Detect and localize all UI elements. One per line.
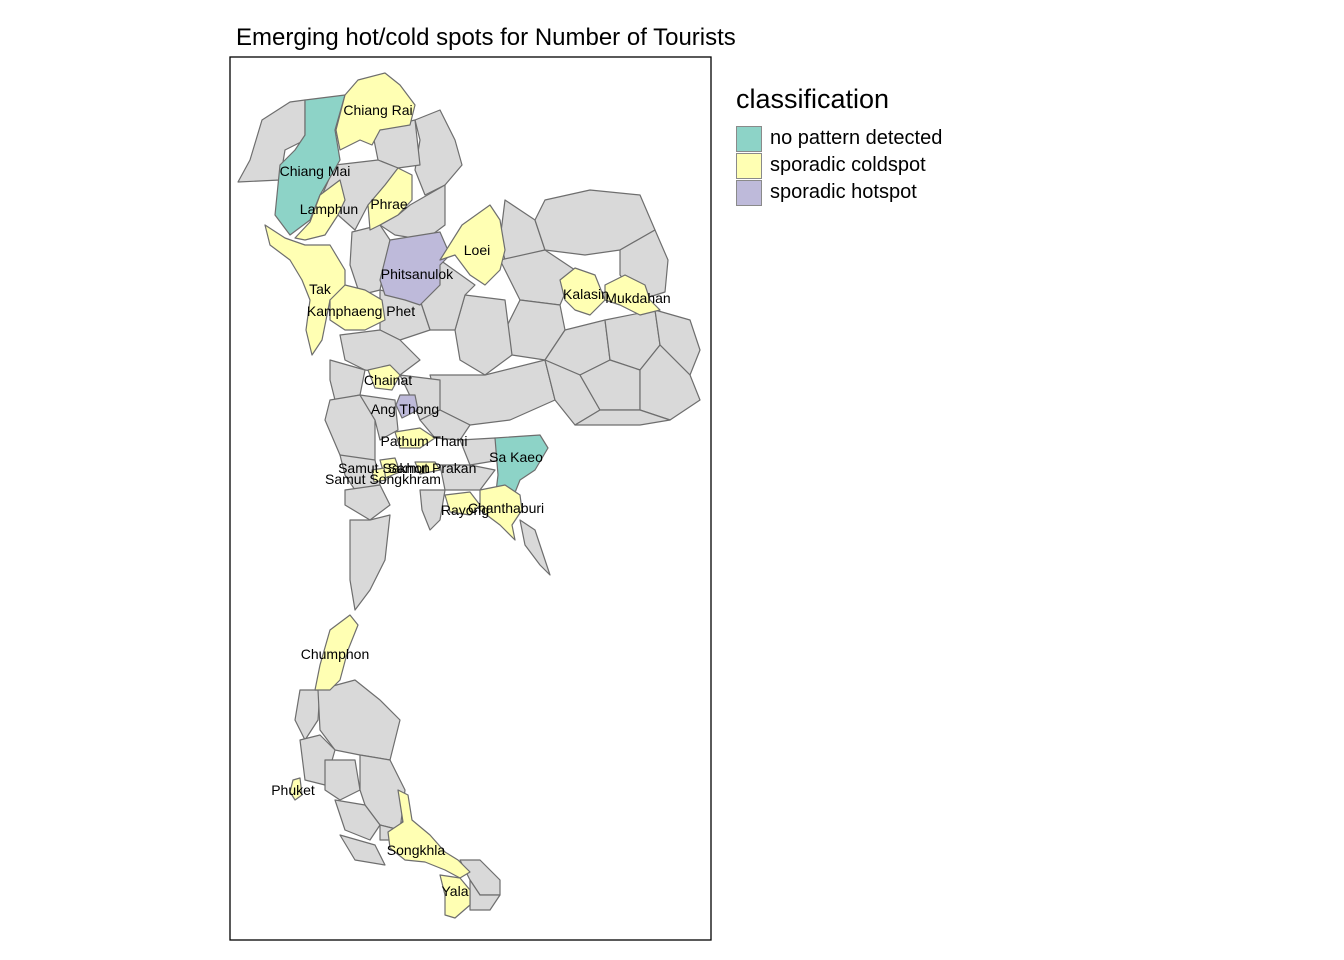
legend-swatch-no-pattern xyxy=(736,125,762,152)
legend-item-coldspot: sporadic coldspot xyxy=(736,152,942,179)
province-label-phuket: Phuket xyxy=(271,782,315,798)
province-label-chiang-mai: Chiang Mai xyxy=(280,163,351,179)
legend-title: classification xyxy=(736,84,890,114)
province-shape-chanthaburi xyxy=(479,484,523,541)
province-shape-kamphaeng-phet xyxy=(329,284,386,331)
province-phetchaburi xyxy=(344,484,391,521)
province-label-pathum-thani: Pathum Thani xyxy=(381,433,468,449)
province-shape-samut-songkhram xyxy=(371,467,387,483)
province-shape-samut-prakan xyxy=(414,461,441,475)
province-saraburi xyxy=(419,409,471,441)
province-label-songkhla: Songkhla xyxy=(387,842,446,858)
province-label-samut-songkhram: Samut Songkhram xyxy=(325,471,441,487)
province-label-yala: Yala xyxy=(442,883,469,899)
legend-swatch-hotspot xyxy=(736,179,762,206)
province-labels: Chiang Rai Chiang Mai Lamphun Phrae Loei Phit… xyxy=(271,102,670,899)
province-chachoengsao xyxy=(439,464,496,491)
legend-item-hotspot: sporadic hotspot xyxy=(736,179,942,206)
province-nakhon-sawan xyxy=(339,329,421,376)
province-label-samut-sakhon: Samut Sakhon xyxy=(338,460,430,476)
province-shape-mukdahan xyxy=(604,274,661,316)
province-label-chumphon: Chumphon xyxy=(301,646,370,662)
province-label-tak: Tak xyxy=(309,281,332,297)
province-shape-pathum-thani xyxy=(394,427,436,449)
province-label-phitsanulok: Phitsanulok xyxy=(381,266,454,282)
province-label-chiang-rai: Chiang Rai xyxy=(343,102,412,118)
province-suphanburi xyxy=(359,394,399,441)
classified-provinces xyxy=(264,72,661,919)
legend-swatch-coldspot xyxy=(736,152,762,179)
province-shape-kalasin xyxy=(559,267,606,316)
province-ranong xyxy=(294,689,321,741)
map-title: Emerging hot/cold spots for Number of To… xyxy=(236,24,736,51)
province-label-rayong: Rayong xyxy=(441,502,489,518)
province-trang xyxy=(334,799,381,841)
province-shape-chainat xyxy=(367,364,401,391)
province-prachuap xyxy=(349,514,391,611)
province-label-ang-thong: Ang Thong xyxy=(371,401,439,417)
province-chonburi xyxy=(419,489,446,531)
province-amnat xyxy=(654,309,701,376)
province-shape-rayong xyxy=(444,491,481,516)
legend-label-no-pattern: no pattern detected xyxy=(770,127,943,149)
province-label-chainat: Chainat xyxy=(364,372,412,388)
province-nan xyxy=(414,109,463,196)
province-shape-phitsanulok xyxy=(379,231,451,306)
province-shape-chiang-mai xyxy=(274,94,346,236)
province-label-phrae: Phrae xyxy=(370,196,408,212)
province-mae-hong-son xyxy=(237,99,306,183)
map-frame xyxy=(229,56,712,941)
legend: classification no pattern detected spora… xyxy=(736,84,942,206)
province-label-kamphaeng-phet: Kamphaeng Phet xyxy=(307,303,415,319)
province-shape-chiang-rai xyxy=(335,72,416,151)
province-label-lamphun: Lamphun xyxy=(300,201,358,217)
province-shape-phuket xyxy=(289,777,303,801)
province-label-sa-kaeo: Sa Kaeo xyxy=(489,449,543,465)
province-shape-songkhla xyxy=(387,789,471,879)
province-label-samut-prakan: Samut Prakan xyxy=(388,460,477,476)
province-shape-yala xyxy=(439,874,471,919)
legend-label-hotspot: sporadic hotspot xyxy=(770,181,917,203)
province-shape-ang-thong xyxy=(395,394,419,419)
province-label-chanthaburi: Chanthaburi xyxy=(468,500,544,516)
province-shape-tak xyxy=(264,224,346,356)
province-krabi xyxy=(324,759,361,801)
province-chaiyaphum xyxy=(454,294,513,376)
province-shape-phrae xyxy=(367,167,413,231)
province-sisaket xyxy=(574,409,671,426)
province-label-loei: Loei xyxy=(464,242,490,258)
province-shape-loei xyxy=(439,204,506,286)
province-shape-lamphun xyxy=(294,179,346,241)
province-label-mukdahan: Mukdahan xyxy=(605,290,670,306)
province-satun xyxy=(339,834,386,866)
province-trat xyxy=(519,519,551,576)
legend-item-no-pattern: no pattern detected xyxy=(736,125,942,152)
legend-label-coldspot: sporadic coldspot xyxy=(770,154,926,176)
province-shape-chumphon xyxy=(314,614,359,691)
province-label-kalasin: Kalasin xyxy=(563,286,609,302)
